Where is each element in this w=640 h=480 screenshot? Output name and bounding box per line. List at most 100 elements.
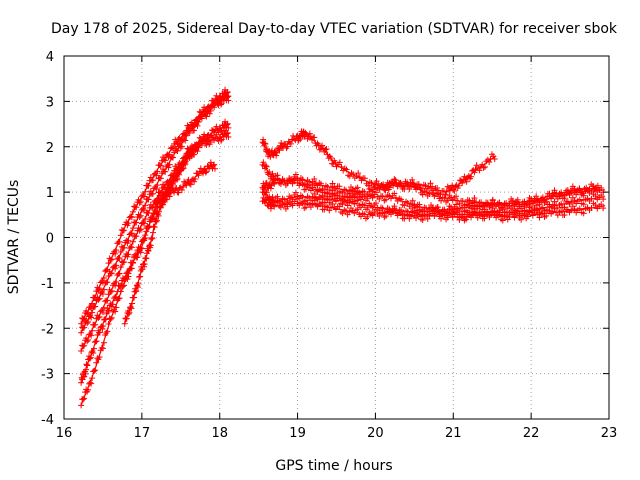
data-point <box>90 349 97 356</box>
data-point <box>113 262 120 269</box>
data-point <box>125 270 132 277</box>
data-point <box>271 181 278 188</box>
data-point <box>91 345 98 352</box>
data-point <box>311 190 318 197</box>
data-point <box>225 124 232 131</box>
data-point <box>113 294 120 301</box>
data-point <box>346 209 353 216</box>
data-point <box>93 338 100 345</box>
data-point <box>357 191 364 198</box>
data-point <box>317 194 324 201</box>
data-point <box>133 287 140 294</box>
data-point <box>536 201 543 208</box>
data-point <box>580 192 587 199</box>
data-point <box>423 189 430 196</box>
data-point <box>173 176 180 183</box>
data-point <box>148 236 155 243</box>
data-point <box>112 265 119 272</box>
data-point <box>438 215 445 222</box>
data-point <box>129 300 136 307</box>
data-point <box>506 214 513 221</box>
data-point <box>121 258 128 265</box>
data-point <box>117 232 124 239</box>
data-point <box>326 207 333 214</box>
data-point <box>518 205 525 212</box>
data-point <box>468 173 475 180</box>
data-point <box>93 359 100 366</box>
data-point <box>473 162 480 169</box>
data-point <box>327 196 334 203</box>
data-point <box>121 277 128 284</box>
x-tick-label: 19 <box>289 426 306 441</box>
data-point <box>488 211 495 218</box>
data-point <box>571 197 578 204</box>
data-point <box>332 159 339 166</box>
series-track-3 <box>78 118 232 354</box>
data-point <box>598 185 605 192</box>
data-point <box>149 190 156 197</box>
data-point <box>178 187 185 194</box>
data-point <box>580 210 587 217</box>
data-point <box>459 213 466 220</box>
data-point <box>187 181 194 188</box>
data-point <box>543 212 550 219</box>
data-point <box>80 396 87 403</box>
data-point <box>129 225 136 232</box>
data-point <box>89 327 96 334</box>
data-point <box>456 208 463 215</box>
data-point <box>342 198 349 205</box>
data-point <box>488 200 495 207</box>
data-point <box>122 276 129 283</box>
data-point <box>95 314 102 321</box>
data-point <box>151 224 158 231</box>
data-point <box>96 295 103 302</box>
data-point <box>84 320 91 327</box>
series-track-10 <box>259 194 607 224</box>
data-point <box>326 187 333 194</box>
data-point <box>463 178 470 185</box>
data-point <box>161 196 168 203</box>
data-point <box>186 180 193 187</box>
data-point <box>398 196 405 203</box>
series-track-6 <box>121 141 199 327</box>
data-point <box>438 197 445 204</box>
data-point <box>195 119 202 126</box>
data-point <box>598 201 605 208</box>
data-point <box>588 195 595 202</box>
data-point <box>143 255 150 262</box>
data-point <box>143 228 150 235</box>
data-point <box>528 209 535 216</box>
data-point <box>269 194 276 201</box>
data-point <box>276 147 283 154</box>
data-point <box>351 210 358 217</box>
data-point <box>181 136 188 143</box>
data-point <box>224 121 231 128</box>
data-point <box>368 179 375 186</box>
data-point <box>267 185 274 192</box>
data-point <box>369 188 376 195</box>
data-point <box>426 190 433 197</box>
data-point <box>85 336 92 343</box>
data-point <box>170 181 176 188</box>
data-point <box>100 323 107 330</box>
data-point <box>159 181 166 188</box>
data-point <box>489 196 496 203</box>
data-point <box>89 300 96 307</box>
data-point <box>112 250 119 257</box>
data-point <box>104 328 111 335</box>
x-axis-label: GPS time / hours <box>275 458 392 474</box>
data-point <box>108 270 115 277</box>
data-point <box>103 310 110 317</box>
data-point <box>354 206 361 213</box>
data-point <box>576 205 583 212</box>
data-point <box>218 101 225 108</box>
data-point <box>149 177 156 184</box>
data-point <box>200 170 207 177</box>
data-point <box>327 155 334 162</box>
data-point <box>262 162 269 169</box>
data-point <box>506 202 513 209</box>
data-point <box>364 204 371 211</box>
data-point <box>141 235 148 242</box>
data-point <box>156 208 163 215</box>
data-point <box>192 175 199 182</box>
